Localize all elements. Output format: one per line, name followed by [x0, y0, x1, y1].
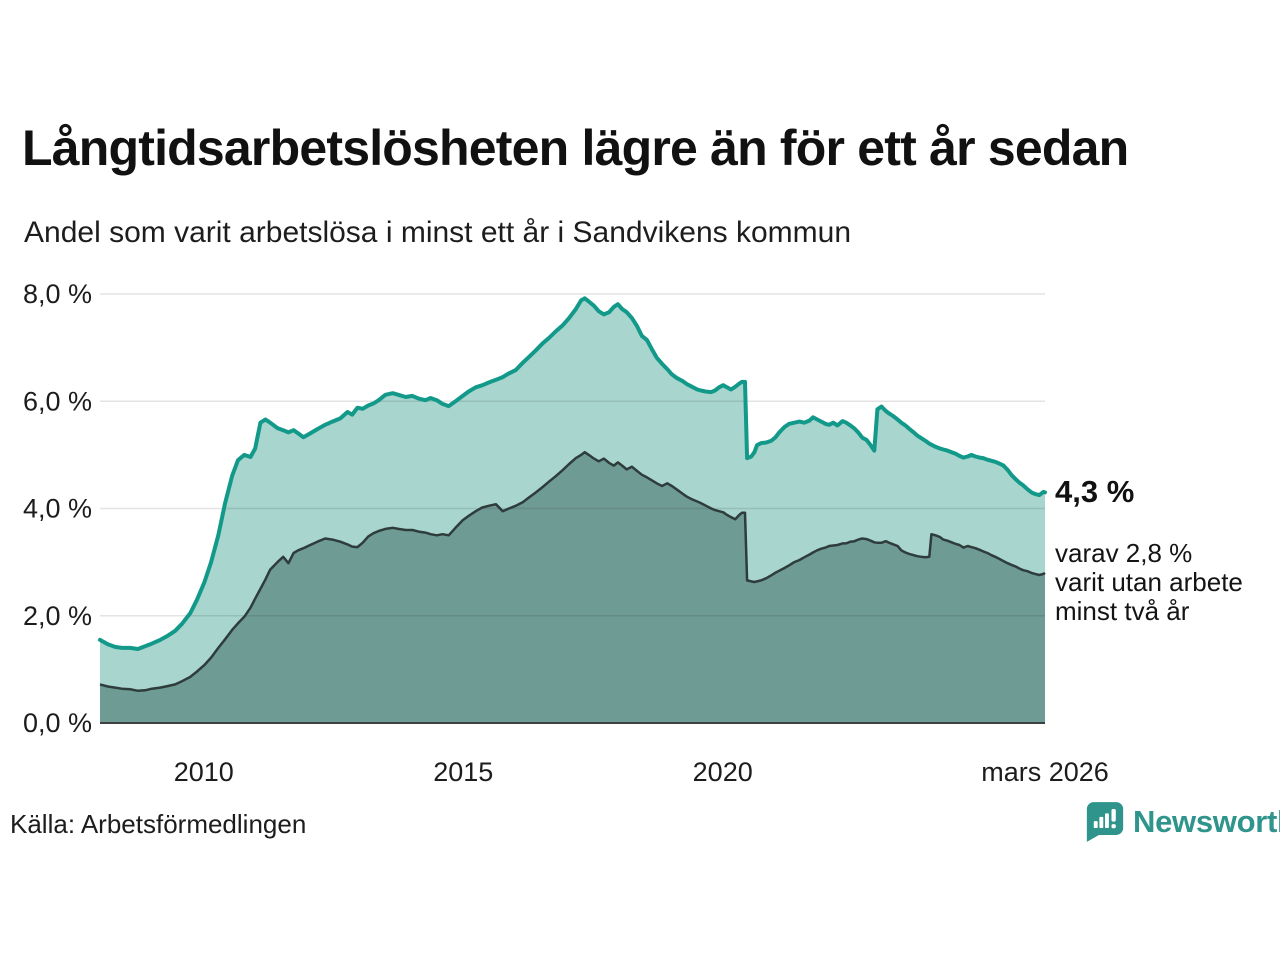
x-tick-label: mars 2026 — [981, 757, 1109, 787]
x-tick-label: 2010 — [174, 757, 234, 787]
line-min-one-year — [98, 296, 1047, 651]
area-min-two-years — [100, 452, 1045, 723]
y-tick-label: 2,0 % — [23, 601, 92, 631]
y-tick-label: 4,0 % — [23, 494, 92, 524]
page-title: Långtidsarbetslösheten lägre än för ett … — [22, 120, 1129, 176]
newsworthy-logo-text: Newsworthy — [1133, 804, 1280, 839]
end-value-sublabel: varav 2,8 % varit utan arbete minst två … — [1055, 539, 1243, 626]
page-subtitle: Andel som varit arbetslösa i minst ett å… — [24, 216, 852, 249]
end-value-label: 4,3 % — [1055, 474, 1135, 509]
logo-bar-small — [1093, 821, 1098, 829]
logo-exclamation-dot — [1111, 824, 1116, 829]
line-min-two-years — [99, 450, 1046, 693]
logo-exclamation-bar — [1111, 809, 1116, 822]
sublabel-line-3: minst två år — [1055, 596, 1190, 626]
y-tick-label: 0,0 % — [23, 708, 92, 738]
x-tick-label: 2020 — [693, 757, 753, 787]
x-tick-label: 2015 — [433, 757, 493, 787]
sublabel-line-1: varav 2,8 % — [1055, 538, 1193, 568]
logo-bar-medium — [1099, 816, 1104, 829]
newsworthy-logo: Newsworthy — [1086, 801, 1280, 843]
sublabel-line-2: varit utan arbete — [1055, 567, 1243, 597]
y-tick-label: 6,0 % — [23, 386, 92, 416]
logo-bar-tall — [1105, 813, 1109, 829]
source-caption: Källa: Arbetsförmedlingen — [10, 809, 307, 839]
y-tick-label: 8,0 % — [23, 279, 92, 309]
newsworthy-logo-icon — [1086, 802, 1124, 842]
